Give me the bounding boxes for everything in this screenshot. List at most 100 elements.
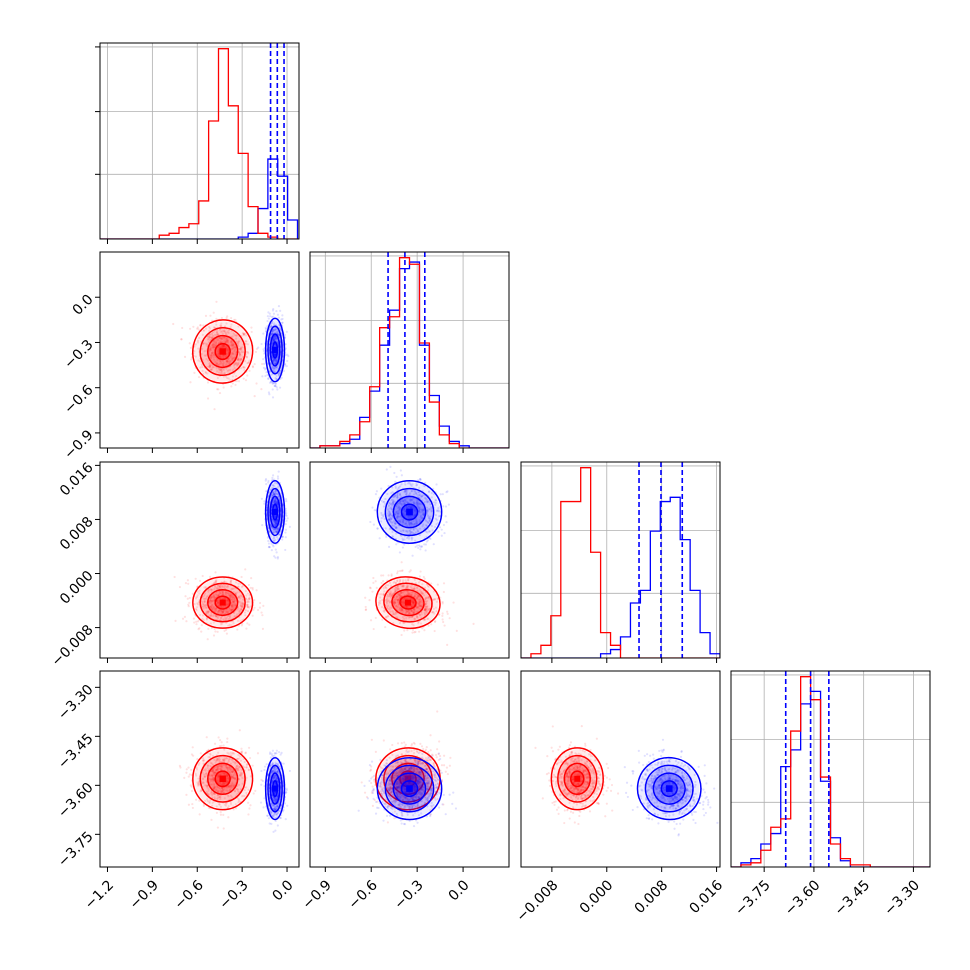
scatter-point [253,395,256,398]
scatter-point [409,482,412,485]
scatter-point [411,523,414,526]
scatter-point [219,583,223,586]
scatter-point [393,522,396,525]
scatter-point [268,312,271,315]
contour-series-b [269,333,281,367]
scatter-point [274,337,278,340]
scatter-point [236,363,239,366]
scatter-point [261,524,264,527]
scatter-point [398,596,401,599]
scatter-point [276,527,280,530]
scatter-point [262,332,265,335]
scatter-point [393,601,396,604]
scatter-point [247,583,250,587]
scatter-point [223,788,226,791]
scatter-point [208,329,211,332]
scatter-point [410,610,413,613]
scatter-point [413,490,416,493]
scatter-point [402,520,405,523]
scatter-point [272,492,275,496]
scatter-point [226,339,229,342]
scatter-point [225,367,228,370]
scatter-point [402,529,405,532]
scatter-point [401,608,404,612]
scatter-point [400,609,404,612]
scatter-point [220,744,223,747]
scatter-point [275,530,278,533]
scatter-point [218,773,221,777]
axes-frame [520,461,721,659]
scatter-point [415,500,419,503]
scatter-point [386,615,389,618]
scatter-point [226,340,230,343]
scatter-point [424,603,427,606]
scatter-point [272,531,275,534]
scatter-point [183,615,187,619]
scatter-point [379,596,382,599]
scatter-point [208,362,211,365]
scatter-point [425,540,428,543]
scatter-point [231,596,234,599]
scatter-point [424,608,427,612]
scatter-point [408,481,411,484]
scatter-point [273,339,276,342]
scatter-point [407,504,410,508]
scatter-point [286,353,289,356]
scatter-point [390,498,393,501]
scatter-point [374,492,378,496]
scatter-point [265,483,268,486]
scatter-point [222,337,225,340]
scatter-point [423,608,426,612]
scatter-point [226,603,229,606]
scatter-point [429,508,432,511]
scatter-point [221,585,224,588]
scatter-point [234,337,238,340]
scatter-point [228,610,231,613]
scatter-point [250,330,253,334]
scatter-point [213,607,216,610]
scatter-point [402,512,405,515]
scatter-point [226,740,229,744]
scatter-point [272,537,275,540]
scatter-point [262,348,265,351]
scatter-point [236,619,240,622]
scatter-point [212,768,215,771]
scatter-point [404,579,407,582]
scatter-point [178,585,182,589]
contour-series-b [264,317,286,383]
scatter-point [229,608,232,611]
scatter-point [218,609,221,612]
scatter-point [271,544,274,547]
scatter-point [264,478,268,481]
scatter-point [386,607,389,610]
scatter-point [401,521,404,524]
scatter-point [269,380,273,383]
scatter-point [222,609,225,613]
scatter-point [223,580,226,583]
scatter-point [392,502,395,506]
scatter-point [220,368,224,371]
scatter-point [185,771,188,774]
scatter-point [275,521,278,525]
scatter-point [396,509,399,513]
scatter-point [389,518,392,521]
scatter-point [239,348,242,351]
scatter-point [441,600,444,604]
scatter-point [426,584,430,587]
scatter-point [228,362,231,365]
scatter-point [392,500,395,503]
scatter-point [247,801,250,804]
scatter-point [395,532,398,535]
scatter-point [213,598,216,601]
scatter-point [229,594,232,597]
scatter-point [402,591,405,594]
scatter-point [270,496,273,499]
scatter-point [277,372,280,376]
scatter-point [272,370,276,373]
scatter-point [420,592,423,595]
scatter-point [375,490,378,493]
scatter-point [202,619,205,622]
scatter-point [214,344,217,347]
scatter-point [401,569,404,572]
scatter-point [275,492,279,496]
